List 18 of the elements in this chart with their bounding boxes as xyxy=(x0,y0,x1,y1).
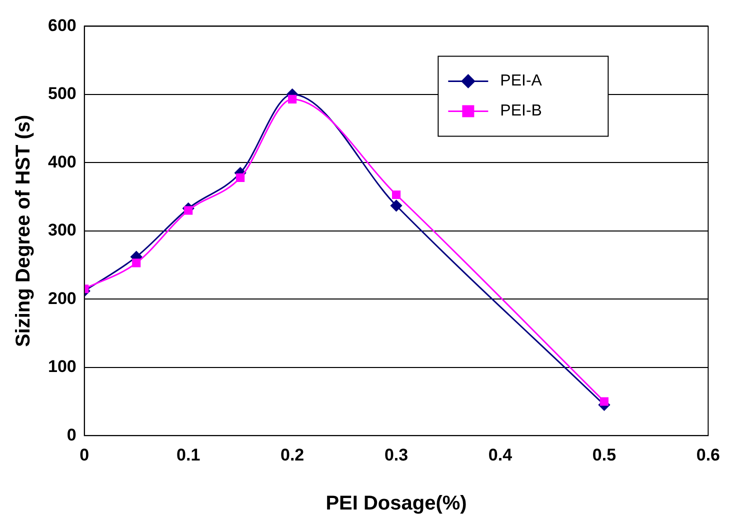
y-tick-label: 300 xyxy=(48,220,76,240)
legend-label: PEI-A xyxy=(500,72,542,90)
x-axis-title: PEI Dosage(%) xyxy=(326,492,467,515)
y-tick-label: 0 xyxy=(66,425,76,444)
x-tick-label: 0.3 xyxy=(384,445,408,464)
y-tick-label: 100 xyxy=(48,357,76,376)
legend-label: PEI-B xyxy=(500,102,542,120)
x-tick-label: 0.5 xyxy=(592,445,616,464)
x-tick-label: 0.4 xyxy=(488,445,513,464)
y-tick-label: 500 xyxy=(48,84,76,104)
y-tick-label: 200 xyxy=(48,288,76,308)
x-tick-label: 0 xyxy=(80,445,90,464)
y-tick-label: 600 xyxy=(48,16,76,35)
x-tick-label: 0.2 xyxy=(280,445,304,464)
y-axis-title: Sizing Degree of HST (s) xyxy=(12,114,35,348)
x-tick-label: 0.1 xyxy=(176,445,200,464)
x-tick-label: 0.6 xyxy=(696,445,720,464)
y-tick-label: 400 xyxy=(48,152,76,172)
